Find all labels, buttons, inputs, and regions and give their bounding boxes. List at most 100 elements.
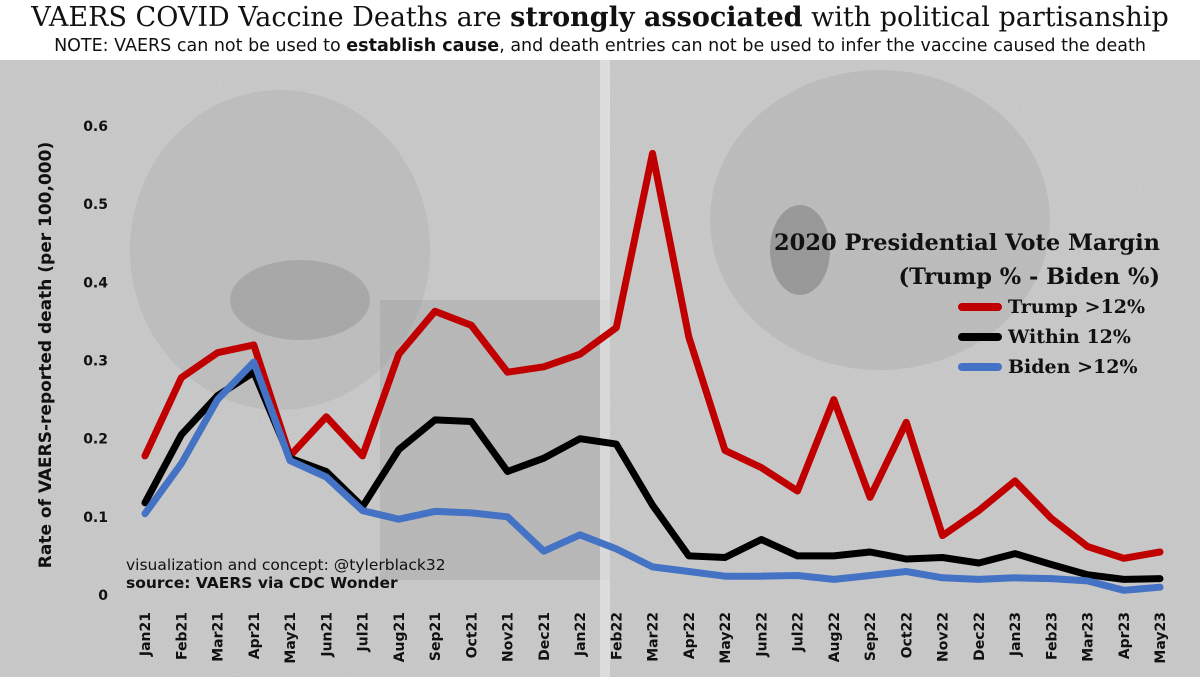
data-point bbox=[649, 502, 656, 509]
data-point bbox=[722, 554, 728, 561]
series-line-1 bbox=[141, 368, 1164, 583]
data-point bbox=[323, 473, 330, 480]
x-tick-label: Oct22 bbox=[899, 612, 915, 658]
data-point bbox=[939, 574, 946, 581]
legend: Trump >12% Within 12% Biden >12% bbox=[958, 292, 1145, 382]
y-tick-label: 0.3 bbox=[83, 354, 108, 370]
x-tick-label: Sep21 bbox=[428, 612, 444, 661]
legend-label-trump: Trump >12% bbox=[1008, 296, 1145, 318]
data-point bbox=[975, 559, 982, 566]
data-point bbox=[903, 419, 910, 426]
data-point bbox=[794, 552, 801, 559]
x-tick-label: Jul21 bbox=[356, 612, 372, 652]
legend-label-within: Within 12% bbox=[1008, 326, 1131, 348]
data-point bbox=[504, 369, 511, 376]
x-tick-label: Feb22 bbox=[609, 612, 625, 660]
data-point bbox=[250, 341, 257, 348]
legend-title: 2020 Presidential Vote Margin (Trump % -… bbox=[774, 226, 1160, 294]
data-point bbox=[504, 513, 511, 520]
data-point bbox=[685, 552, 692, 559]
data-point bbox=[903, 568, 910, 575]
legend-swatch-within bbox=[958, 333, 1002, 341]
data-point bbox=[975, 507, 982, 514]
data-point bbox=[613, 441, 620, 448]
data-point bbox=[1084, 543, 1091, 550]
data-point bbox=[540, 363, 547, 370]
x-tick-label: Apr21 bbox=[247, 612, 263, 659]
data-point bbox=[432, 416, 438, 423]
data-point bbox=[1120, 576, 1127, 583]
data-point bbox=[287, 457, 293, 464]
data-point bbox=[1048, 561, 1055, 568]
data-point bbox=[395, 516, 402, 523]
data-point bbox=[577, 351, 583, 358]
data-point bbox=[867, 549, 873, 556]
data-point bbox=[758, 573, 765, 580]
data-point bbox=[142, 510, 148, 517]
data-point bbox=[830, 552, 837, 559]
data-point bbox=[939, 532, 946, 539]
x-tick-label: Sep22 bbox=[863, 612, 879, 661]
data-point bbox=[178, 374, 185, 381]
data-point bbox=[359, 452, 366, 459]
data-point bbox=[975, 576, 982, 583]
data-point bbox=[432, 508, 438, 515]
data-point bbox=[1084, 571, 1091, 578]
x-tick-label: Feb21 bbox=[174, 612, 190, 660]
data-point bbox=[359, 507, 366, 514]
data-point bbox=[178, 460, 185, 467]
data-point bbox=[540, 548, 547, 555]
x-tick-label: Apr22 bbox=[682, 612, 698, 659]
legend-swatch-trump bbox=[958, 303, 1002, 311]
data-point bbox=[214, 349, 221, 356]
data-point bbox=[1120, 555, 1127, 562]
data-point bbox=[867, 572, 873, 579]
data-point bbox=[794, 488, 801, 495]
data-point bbox=[214, 396, 221, 403]
data-point bbox=[1048, 575, 1055, 582]
x-tick-label: Dec21 bbox=[537, 612, 553, 661]
x-tick-label: Aug21 bbox=[392, 612, 408, 662]
x-tick-label: Jun22 bbox=[754, 612, 770, 658]
x-tick-label: Apr23 bbox=[1117, 612, 1133, 659]
data-point bbox=[1012, 477, 1018, 484]
data-point bbox=[1012, 550, 1018, 557]
data-point bbox=[867, 494, 873, 501]
data-point bbox=[794, 572, 801, 579]
y-tick-label: 0.6 bbox=[83, 119, 108, 135]
x-tick-label: Oct21 bbox=[464, 612, 480, 658]
data-point bbox=[758, 536, 765, 543]
x-tick-label: Jan22 bbox=[573, 612, 589, 657]
x-tick-label: May21 bbox=[283, 612, 299, 664]
data-point bbox=[142, 499, 148, 506]
data-point bbox=[613, 324, 620, 331]
data-point bbox=[540, 455, 547, 462]
chart-note: NOTE: VAERS can not be used to establish… bbox=[54, 36, 1146, 56]
data-point bbox=[323, 413, 330, 420]
x-tick-label: Jul22 bbox=[791, 612, 807, 652]
x-tick-label: Mar22 bbox=[646, 612, 662, 662]
x-tick-label: Nov22 bbox=[936, 612, 952, 662]
x-tick-label: Nov21 bbox=[501, 612, 517, 662]
legend-swatch-biden bbox=[958, 363, 1002, 371]
data-point bbox=[1120, 587, 1127, 594]
data-point bbox=[395, 351, 402, 358]
data-point bbox=[830, 576, 837, 583]
data-point bbox=[577, 435, 583, 442]
note-emphasis: establish cause bbox=[346, 36, 500, 56]
legend-item-trump: Trump >12% bbox=[958, 292, 1145, 322]
x-tick-label: Dec22 bbox=[972, 612, 988, 661]
x-tick-label: Jan21 bbox=[138, 612, 154, 657]
data-point bbox=[1012, 574, 1018, 581]
data-point bbox=[577, 531, 583, 538]
data-point bbox=[468, 418, 475, 425]
data-point bbox=[1084, 577, 1091, 584]
data-point bbox=[395, 446, 402, 453]
data-point bbox=[1157, 549, 1163, 556]
legend-title-line1: 2020 Presidential Vote Margin bbox=[774, 230, 1160, 256]
x-tick-label: Mar23 bbox=[1081, 612, 1097, 662]
y-tick-label: 0 bbox=[98, 588, 108, 604]
data-point bbox=[649, 563, 656, 570]
legend-title-line2: (Trump % - Biden %) bbox=[898, 264, 1160, 290]
